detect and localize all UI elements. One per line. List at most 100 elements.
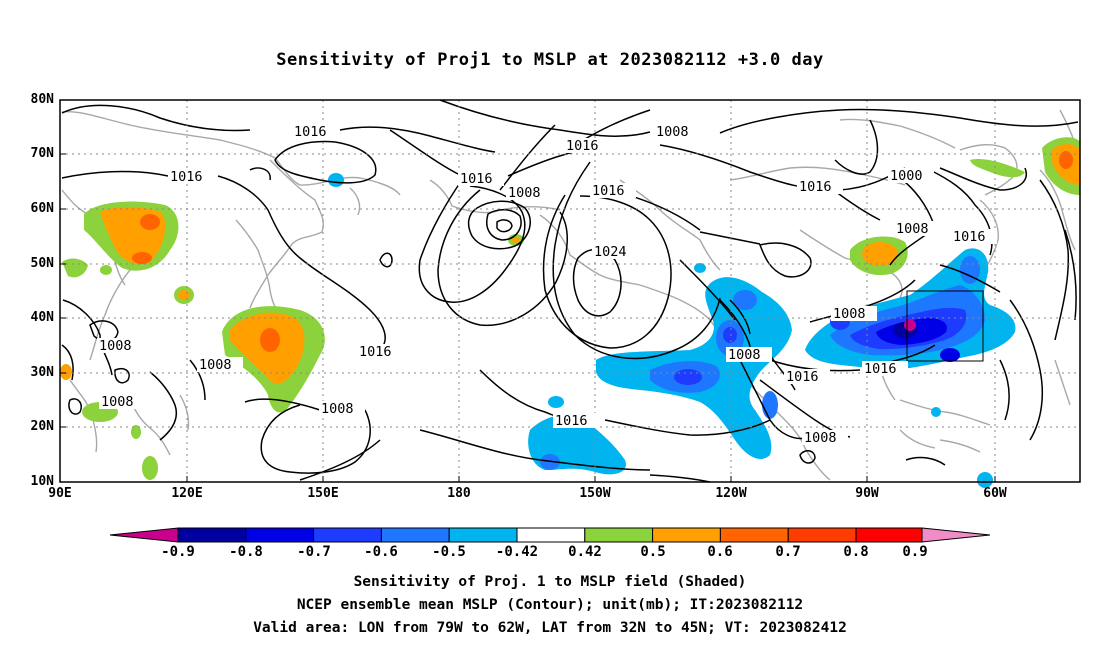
positive-patch	[60, 364, 72, 380]
colorbar-label: 0.5	[640, 544, 666, 560]
colorbar-cell	[313, 527, 382, 543]
mslp-contours	[61, 99, 1079, 483]
positive-patch	[100, 265, 112, 275]
colorbar-label: -0.42	[495, 544, 539, 560]
lat-label: 30N	[30, 365, 54, 380]
positive-patch	[142, 456, 158, 480]
colorbar-cell	[177, 527, 247, 543]
colorbar-label: -0.8	[229, 544, 263, 560]
contour-label: 1008	[99, 338, 132, 354]
positive-patch	[62, 258, 88, 278]
negative-patch	[940, 348, 960, 362]
negative-patch	[328, 173, 344, 187]
map-title: Sensitivity of Proj1 to MSLP at 20230821…	[276, 50, 824, 70]
negative-patch	[904, 319, 916, 331]
colorbar-label: 0.9	[902, 544, 928, 560]
positive-patch	[132, 252, 152, 264]
contour-label: 1008	[508, 185, 541, 201]
contour-label: 1016	[953, 229, 986, 245]
colorbar-arrow-max	[921, 527, 991, 543]
contour-label: 1008	[728, 347, 761, 363]
colorbar-cell	[787, 527, 857, 543]
lat-label: 70N	[30, 146, 54, 161]
caption-shading: Sensitivity of Proj. 1 to MSLP field (Sh…	[353, 574, 747, 590]
lon-label: 150E	[307, 486, 339, 501]
positive-patch	[1059, 151, 1073, 169]
lon-label: 90W	[855, 486, 879, 501]
contour-label: 1024	[594, 244, 627, 260]
contour-label: 1008	[804, 430, 837, 446]
positive-patch	[260, 328, 280, 352]
lat-label: 20N	[30, 419, 54, 434]
colorbar-cell	[584, 527, 654, 543]
colorbar-cell	[652, 527, 721, 543]
negative-patch	[540, 454, 560, 470]
caption-valid-area: Valid area: LON from 79W to 62W, LAT fro…	[253, 620, 847, 636]
map-frame	[59, 99, 1081, 483]
colorbar-cell	[516, 527, 586, 543]
colorbar-label: -0.7	[297, 544, 331, 560]
lon-label: 120W	[715, 486, 747, 501]
negative-patch	[960, 256, 980, 284]
contour-label: 1008	[199, 357, 232, 373]
positive-patch	[140, 214, 160, 230]
colorbar-cell	[855, 527, 923, 543]
lon-label: 180	[447, 486, 471, 501]
sensitivity-shading	[60, 137, 1080, 488]
contour-label: 1008	[321, 401, 354, 417]
contour-label: 1016	[566, 138, 599, 154]
contour-label: 1016	[786, 369, 819, 385]
colorbar-cell	[245, 527, 315, 543]
lon-label: 60W	[983, 486, 1007, 501]
negative-patch	[548, 396, 564, 408]
contour-label: 1008	[101, 394, 134, 410]
colorbar	[109, 527, 991, 543]
negative-patch	[931, 407, 941, 417]
lat-label: 60N	[30, 201, 54, 216]
colorbar-cell	[448, 527, 518, 543]
valid-area-box	[906, 290, 984, 362]
colorbar-arrow-min	[109, 527, 179, 543]
negative-patch	[674, 369, 702, 385]
positive-patch	[970, 159, 1025, 178]
lat-label: 40N	[30, 310, 54, 325]
contour-label: 1008	[896, 221, 929, 237]
lon-label: 150W	[579, 486, 611, 501]
colorbar-label: 0.8	[843, 544, 869, 560]
contour-label: 1016	[592, 183, 625, 199]
contour-label: 1008	[656, 124, 689, 140]
lat-label: 50N	[30, 256, 54, 271]
axis-ticks	[60, 153, 996, 482]
colorbar-label: -0.5	[432, 544, 466, 560]
contour-label: 1016	[555, 413, 588, 429]
contour-label: 1000	[890, 168, 923, 184]
colorbar-label: -0.6	[364, 544, 398, 560]
positive-patch	[512, 237, 520, 243]
negative-patch	[723, 327, 737, 343]
lat-label: 10N	[30, 474, 54, 489]
contour-label-group: 1016 1008 1016 1016 1016 1008 1016 1024 …	[97, 124, 997, 446]
caption-contour: NCEP ensemble mean MSLP (Contour); unit(…	[296, 597, 804, 613]
negative-patch	[977, 472, 993, 488]
lon-label: 120E	[171, 486, 203, 501]
contour-label: 1016	[170, 169, 203, 185]
positive-patch	[862, 242, 898, 266]
colorbar-cell	[719, 527, 789, 543]
colorbar-label: 0.42	[568, 544, 602, 560]
colorbar-label: 0.7	[775, 544, 801, 560]
positive-patch	[178, 290, 190, 300]
lat-label: 80N	[30, 92, 54, 107]
colorbar-label: 0.6	[707, 544, 733, 560]
negative-patch	[762, 391, 778, 419]
contour-label: 1016	[460, 171, 493, 187]
colorbar-label: -0.9	[161, 544, 195, 560]
contour-label: 1016	[359, 344, 392, 360]
lon-label: 90E	[48, 486, 72, 501]
colorbar-cell	[380, 527, 450, 543]
negative-patch	[733, 290, 757, 310]
negative-patch	[694, 263, 706, 273]
contour-label: 1016	[864, 361, 897, 377]
contour-label: 1016	[294, 124, 327, 140]
contour-label: 1008	[833, 306, 866, 322]
